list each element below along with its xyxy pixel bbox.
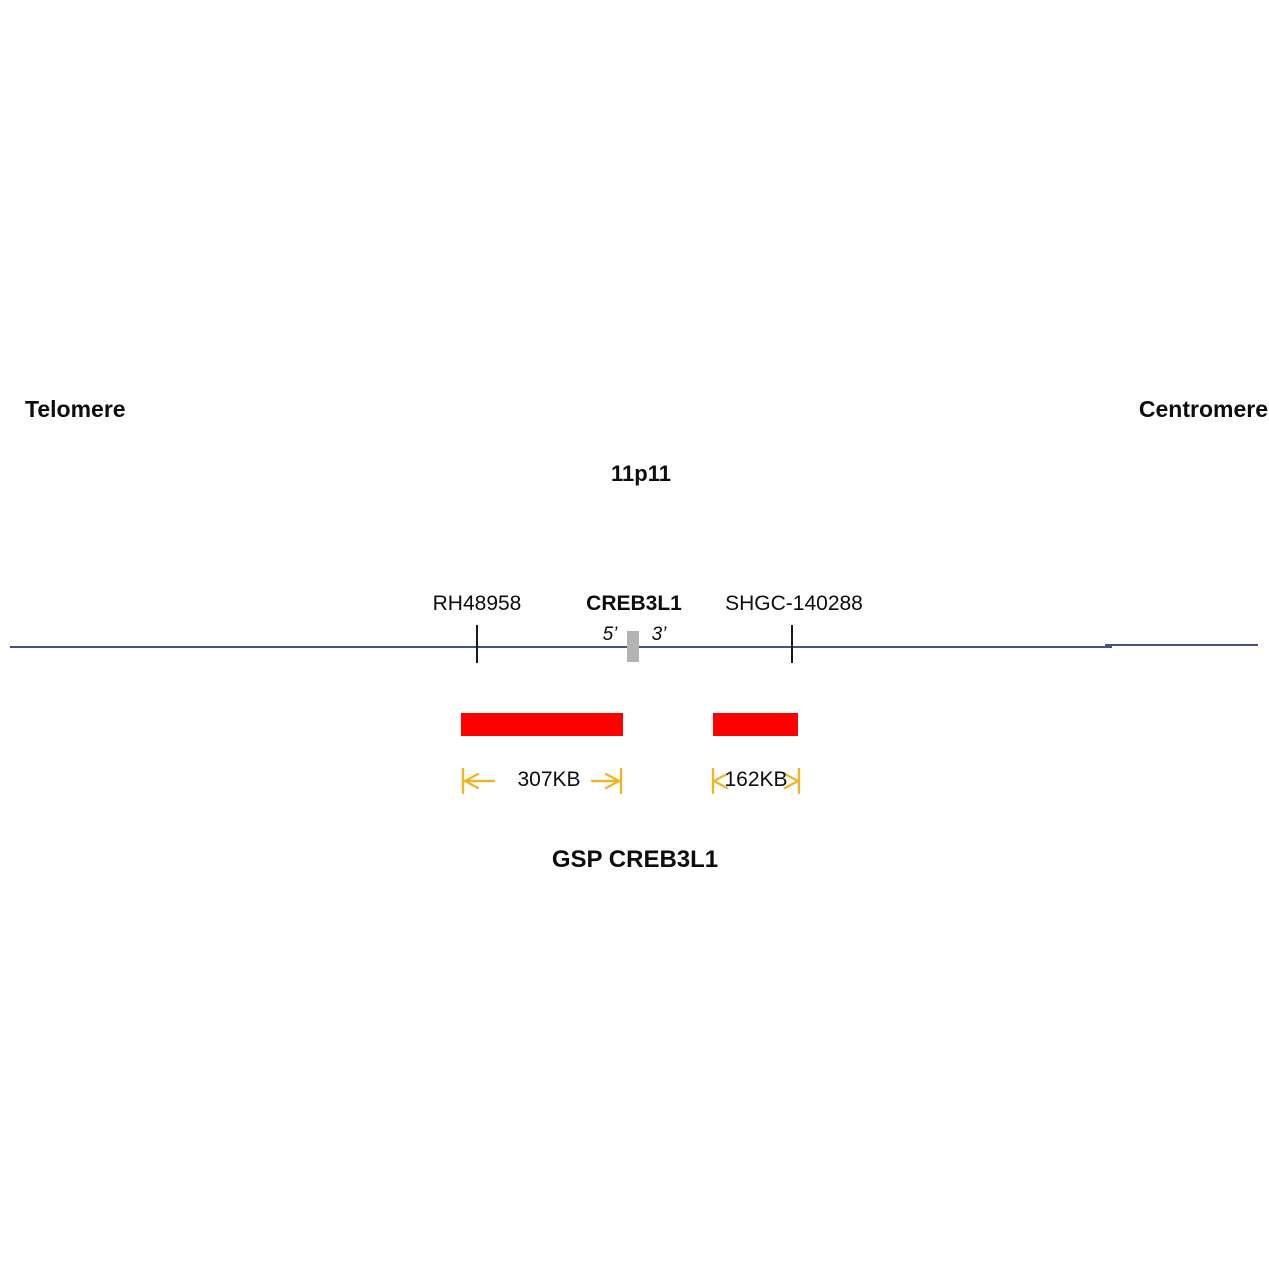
span-label-162kb: 162KB	[724, 768, 788, 791]
centromere-label: Centromere	[1138, 396, 1268, 422]
marker-label-shgc-140288: SHGC-140288	[725, 592, 863, 615]
span-arrows-left-icon	[461, 767, 623, 795]
probe-bar-right	[713, 713, 798, 736]
telomere-label: Telomere	[25, 396, 126, 422]
chromosome-line-overlap	[1105, 644, 1258, 646]
marker-tick-right	[791, 625, 793, 663]
gene-label-creb3l1: CREB3L1	[586, 592, 682, 615]
band-label: 11p11	[611, 461, 671, 486]
figure-title: GSP CREB3L1	[551, 846, 719, 873]
chromosome-line	[10, 646, 1112, 648]
five-prime-label: 5’	[602, 624, 618, 645]
marker-tick-left	[476, 625, 478, 663]
three-prime-label: 3’	[651, 624, 667, 645]
marker-label-rh48958: RH48958	[432, 592, 522, 615]
gene-block	[627, 631, 639, 662]
span-arrows-right-icon	[711, 767, 801, 795]
span-label-307kb: 307KB	[517, 768, 581, 791]
probe-bar-left	[461, 713, 623, 736]
